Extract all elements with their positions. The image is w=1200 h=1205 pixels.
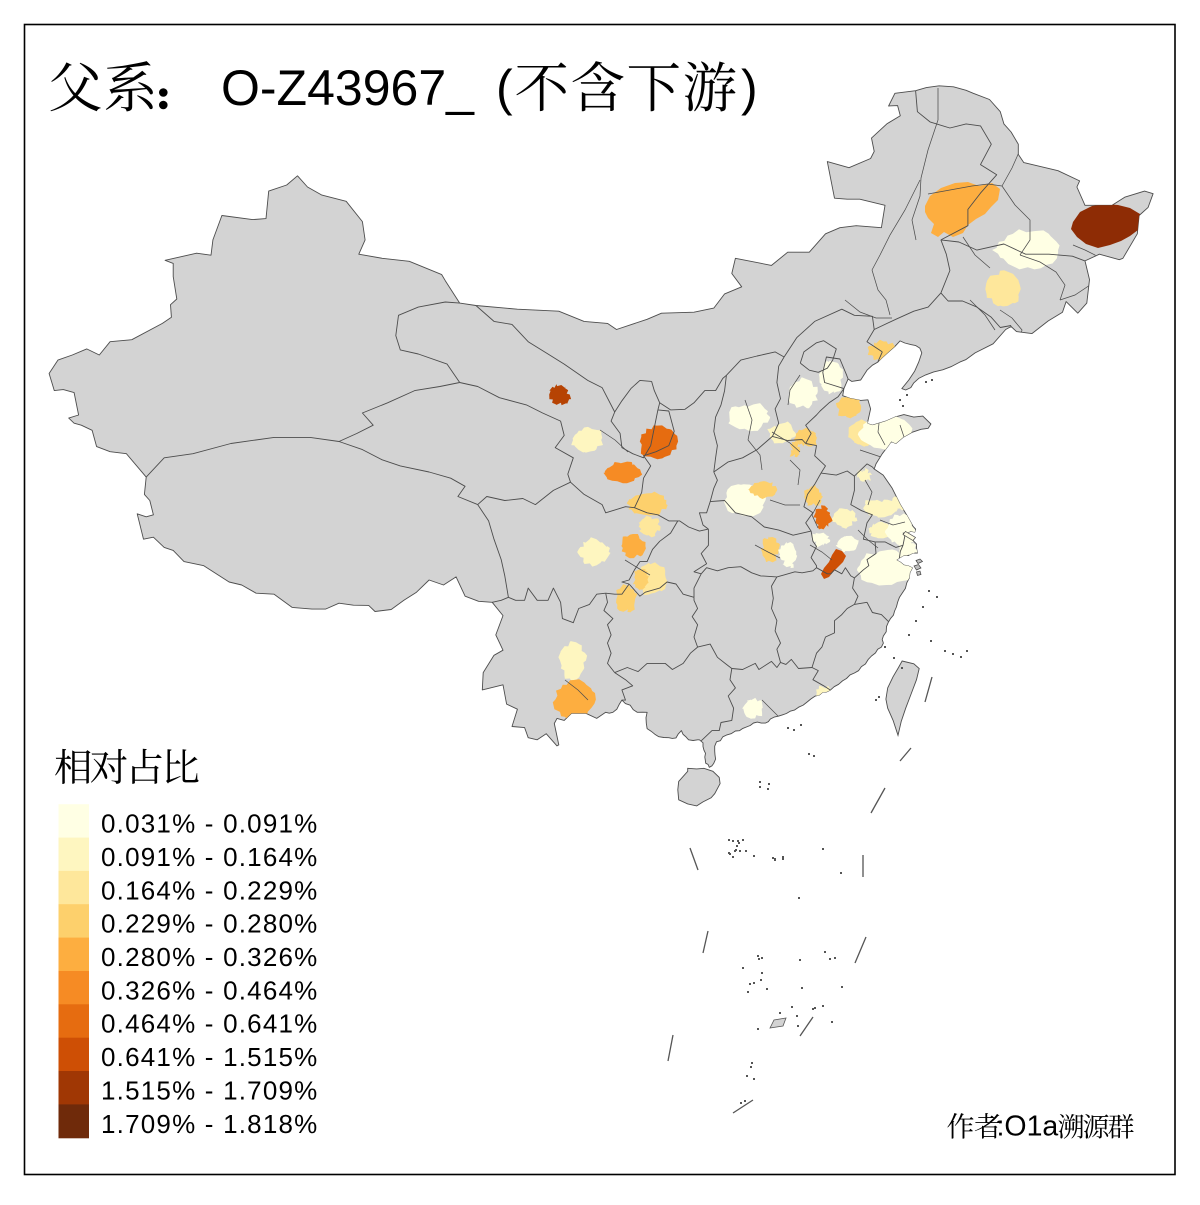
- svg-text:0.641% - 1.515%: 0.641% - 1.515%: [101, 1042, 318, 1072]
- svg-text:0.164% - 0.229%: 0.164% - 0.229%: [101, 875, 318, 905]
- svg-text:0.229% - 0.280%: 0.229% - 0.280%: [101, 909, 318, 939]
- svg-text:): ): [741, 60, 758, 116]
- svg-text:0.326% - 0.464%: 0.326% - 0.464%: [101, 975, 318, 1005]
- svg-text:O-Z43967_: O-Z43967_: [221, 60, 475, 116]
- svg-text:0.091% - 0.164%: 0.091% - 0.164%: [101, 842, 318, 872]
- svg-text::O1a: :O1a: [997, 1111, 1059, 1143]
- svg-text:1.515% - 1.709%: 1.515% - 1.709%: [101, 1075, 318, 1105]
- svg-text:0.031% - 0.091%: 0.031% - 0.091%: [101, 809, 318, 839]
- svg-text:(: (: [496, 60, 513, 116]
- svg-text:1.709% - 1.818%: 1.709% - 1.818%: [101, 1109, 318, 1139]
- svg-text:0.280% - 0.326%: 0.280% - 0.326%: [101, 942, 318, 972]
- svg-text:0.464% - 0.641%: 0.464% - 0.641%: [101, 1009, 318, 1039]
